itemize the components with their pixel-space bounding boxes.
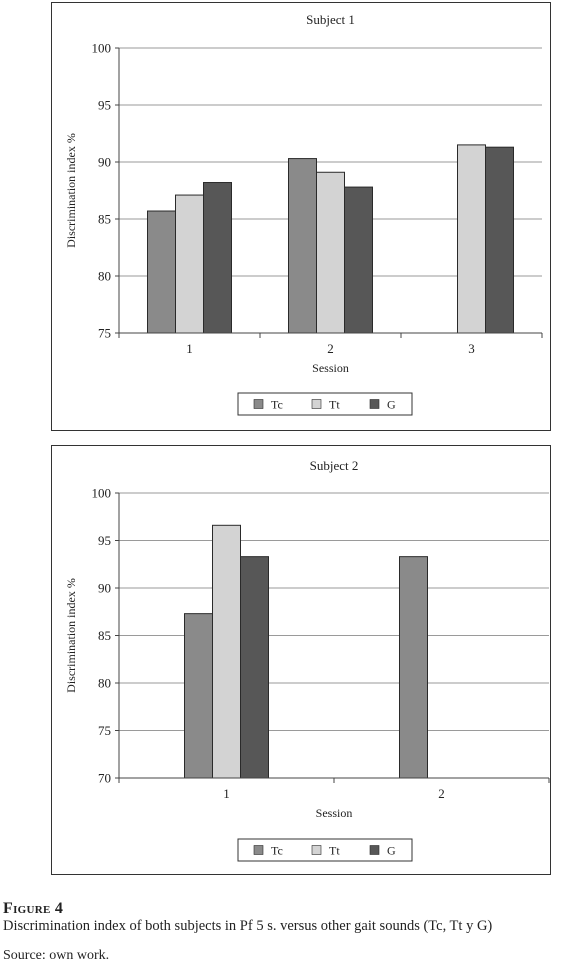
legend-label-G: G <box>387 398 396 412</box>
legend-label-Tt: Tt <box>329 398 340 412</box>
bar-G-session-1 <box>203 182 232 334</box>
y-tick-label: 90 <box>98 155 111 170</box>
y-tick-label: 100 <box>92 41 112 56</box>
bar-G-session-1 <box>240 556 269 779</box>
x-tick-label: 1 <box>223 786 230 801</box>
legend-label-Tc: Tc <box>271 844 283 858</box>
bar-G-session-3 <box>485 146 514 334</box>
y-tick-label: 90 <box>98 581 111 596</box>
bar-Tt-session-1 <box>212 524 241 779</box>
y-axis-label: Discrimination index % <box>64 133 78 248</box>
y-tick-label: 75 <box>98 326 111 341</box>
legend-label-Tc: Tc <box>271 398 283 412</box>
legend-box <box>237 392 413 416</box>
x-tick-label: 2 <box>438 786 445 801</box>
legend-label-Tt: Tt <box>329 844 340 858</box>
figure-label: Figure 4 <box>3 900 64 917</box>
chart-subject-2: Subject 2 70 75 80 85 90 95 100 1 2 Session Discrim… <box>64 458 550 862</box>
y-tick-label: 75 <box>98 723 111 738</box>
bar-Tt-session-3 <box>457 144 486 334</box>
chart-title: Subject 2 <box>310 458 359 473</box>
legend-swatch-G <box>369 399 380 409</box>
y-tick-label: 85 <box>98 212 111 227</box>
x-tick-label: 3 <box>468 341 475 356</box>
y-tick-label: 80 <box>98 269 111 284</box>
bar-G-session-2 <box>344 186 373 334</box>
legend-box <box>237 838 413 862</box>
bar-Tt-session-1 <box>175 194 204 334</box>
legend-swatch-Tt <box>311 399 322 409</box>
x-tick-label: 2 <box>327 341 334 356</box>
legend-swatch-Tc <box>253 399 264 409</box>
y-tick-label: 95 <box>98 98 111 113</box>
x-tick-label: 1 <box>186 341 193 356</box>
legend-swatch-G <box>369 845 380 855</box>
bar-Tc-session-2 <box>399 556 428 779</box>
x-axis-label: Session <box>316 806 353 820</box>
bar-Tt-session-2 <box>316 171 345 334</box>
y-tick-label: 80 <box>98 676 111 691</box>
y-tick-label: 95 <box>98 533 111 548</box>
chart-subject-1: Subject 1 75 80 85 90 95 100 1 2 3 Session Discrimi… <box>64 12 543 416</box>
bar-Tc-session-2 <box>288 158 317 334</box>
y-tick-label: 85 <box>98 628 111 643</box>
bar-Tc-session-1 <box>184 613 213 779</box>
legend-swatch-Tc <box>253 845 264 855</box>
figure-caption: Discrimination index of both subjects in… <box>3 918 493 934</box>
bar-Tc-session-1 <box>147 210 176 334</box>
y-axis-label: Discrimination index % <box>64 578 78 693</box>
x-axis-label: Session <box>312 361 349 375</box>
y-tick-label: 100 <box>92 486 112 501</box>
legend-label-G: G <box>387 844 396 858</box>
chart-panel-subject-2: Subject 2 70 75 80 85 90 95 100 1 2 Session Discrim… <box>51 445 551 875</box>
legend-swatch-Tt <box>311 845 322 855</box>
chart-title: Subject 1 <box>306 12 355 27</box>
chart-panel-subject-1: Subject 1 75 80 85 90 95 100 1 2 3 Session Discrimi… <box>51 2 551 431</box>
figure-source: Source: own work. <box>3 948 110 963</box>
y-tick-label: 70 <box>98 771 111 786</box>
